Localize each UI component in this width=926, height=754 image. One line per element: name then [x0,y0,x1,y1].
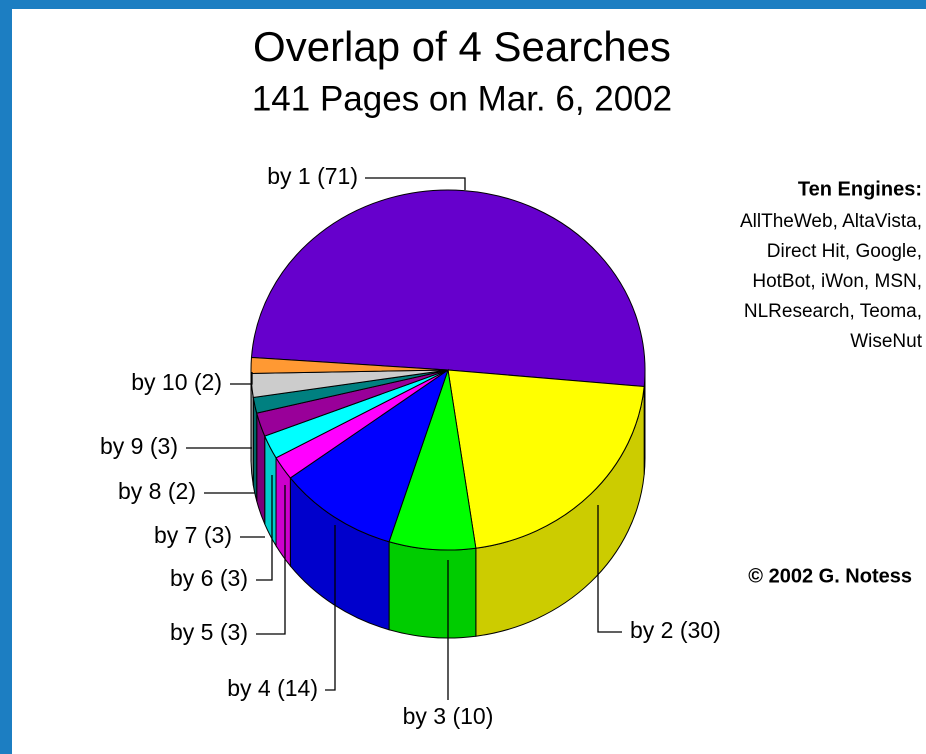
leader-line [597,505,622,633]
pie-slice [250,356,449,374]
category: by 4 [227,675,271,701]
slice-label: by 5 (3) [170,619,248,645]
category: by 2 [630,617,673,643]
leader-line [256,475,273,581]
category: by 5 [170,619,213,645]
slice-label: by 1 (71) [267,163,358,189]
category: by 8 [118,478,161,504]
value-label: (2) [168,478,196,504]
slice-label: by 4 (14) [227,675,318,701]
category: by 9 [100,433,143,459]
value-label: (3) [220,619,248,645]
slice-label: by 2 (30) [630,617,721,643]
slice-label: by 7 (3) [154,522,232,548]
category: by 6 [170,565,213,591]
value-label: (30) [680,617,721,643]
engine-line: NLResearch, Teoma, [744,301,922,322]
value-label: (14) [277,675,318,701]
slice-label: by 8 (2) [118,478,196,504]
slice-label: by 10 (2) [131,369,222,395]
value-label: (3) [220,565,248,591]
pie [250,189,646,639]
chart-title: Overlap of 4 Searches [253,23,671,70]
leader-line [325,525,336,691]
copyright: © 2002 G. Notess [748,565,912,587]
value-label: (71) [317,163,358,189]
value-label: (2) [194,369,222,395]
engines-title: Ten Engines: [798,178,922,200]
pie-slice [447,369,645,549]
engine-line: WiseNut [850,331,923,352]
labels: by 1 (71) by 2 (30) by 3 (10) by 4 (14) by 5… [100,163,721,729]
chart-subtitle: 141 Pages on Mar. 6, 2002 [252,79,672,118]
category: by 10 [131,369,187,395]
engine-line: Direct Hit, Google, [767,241,922,262]
leader-line [256,485,286,635]
category: by 7 [154,522,197,548]
value-label: (10) [452,703,493,729]
slice-label: by 3 (10) [403,703,494,729]
leader-line [365,177,466,190]
value-label: (3) [150,433,178,459]
category: by 3 [403,703,446,729]
slice-label: by 9 (3) [100,433,178,459]
pie-slice [289,368,449,543]
pie-slice [250,189,646,388]
engine-line: HotBot, iWon, MSN, [752,271,922,292]
engine-line: AllTheWeb, AltaVista, [740,211,922,232]
category: by 1 [267,163,310,189]
slice-label: by 6 (3) [170,565,248,591]
leader-line [230,372,253,385]
pie-side [388,541,477,639]
value-label: (3) [204,522,232,548]
